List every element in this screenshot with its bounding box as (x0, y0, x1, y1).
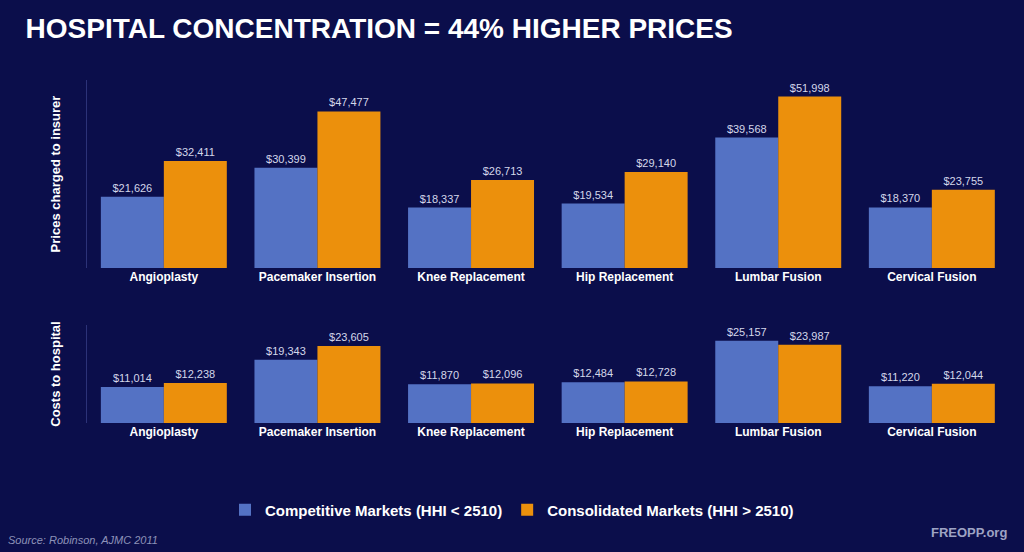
svg-text:Knee Replacement: Knee Replacement (417, 270, 524, 284)
svg-text:$21,626: $21,626 (112, 182, 152, 194)
svg-text:$12,728: $12,728 (636, 366, 676, 378)
svg-text:Competitive Markets (HHI < 251: Competitive Markets (HHI < 2510) (265, 502, 502, 519)
svg-text:$18,370: $18,370 (880, 192, 920, 204)
svg-text:$25,157: $25,157 (727, 326, 767, 338)
svg-text:$11,870: $11,870 (420, 369, 459, 381)
svg-text:Costs to hospital: Costs to hospital (48, 321, 63, 426)
svg-text:Angioplasty: Angioplasty (130, 270, 199, 284)
svg-text:$12,484: $12,484 (573, 367, 613, 379)
svg-text:Prices charged to insurer: Prices charged to insurer (48, 96, 63, 253)
svg-text:$47,477: $47,477 (329, 96, 369, 108)
svg-text:$39,568: $39,568 (727, 123, 767, 135)
svg-text:$12,096: $12,096 (483, 368, 523, 380)
svg-text:$19,534: $19,534 (573, 189, 613, 201)
svg-text:Angioplasty: Angioplasty (130, 425, 199, 439)
svg-text:Lumbar Fusion: Lumbar Fusion (735, 425, 822, 439)
svg-text:$18,337: $18,337 (420, 193, 460, 205)
svg-text:$32,411: $32,411 (176, 146, 215, 158)
svg-text:Source: Robinson, AJMC 2011: Source: Robinson, AJMC 2011 (8, 534, 158, 546)
svg-text:$11,220: $11,220 (881, 371, 920, 383)
svg-text:$19,343: $19,343 (266, 345, 306, 357)
svg-text:$26,713: $26,713 (483, 165, 523, 177)
svg-text:$29,140: $29,140 (636, 157, 676, 169)
svg-text:$23,987: $23,987 (790, 330, 830, 342)
svg-text:Consolidated Markets (HHI > 25: Consolidated Markets (HHI > 2510) (547, 502, 793, 519)
svg-text:HOSPITAL CONCENTRATION = 44% H: HOSPITAL CONCENTRATION = 44% HIGHER PRIC… (26, 13, 733, 44)
svg-text:$23,605: $23,605 (329, 331, 369, 343)
svg-text:Hip Replacement: Hip Replacement (576, 270, 673, 284)
svg-text:Knee Replacement: Knee Replacement (417, 425, 524, 439)
svg-text:$51,998: $51,998 (790, 82, 830, 94)
svg-text:$12,044: $12,044 (943, 369, 983, 381)
svg-text:$30,399: $30,399 (266, 153, 306, 165)
svg-text:Pacemaker Insertion: Pacemaker Insertion (259, 425, 376, 439)
svg-text:$23,755: $23,755 (943, 175, 983, 187)
svg-text:FREOPP.org: FREOPP.org (931, 525, 1007, 540)
svg-text:Lumbar Fusion: Lumbar Fusion (735, 270, 822, 284)
svg-text:Cervical Fusion: Cervical Fusion (887, 425, 976, 439)
svg-text:Hip Replacement: Hip Replacement (576, 425, 673, 439)
svg-text:$11,014: $11,014 (113, 372, 152, 384)
svg-text:Cervical Fusion: Cervical Fusion (887, 270, 976, 284)
svg-text:$12,238: $12,238 (175, 368, 215, 380)
svg-text:Pacemaker Insertion: Pacemaker Insertion (259, 270, 376, 284)
